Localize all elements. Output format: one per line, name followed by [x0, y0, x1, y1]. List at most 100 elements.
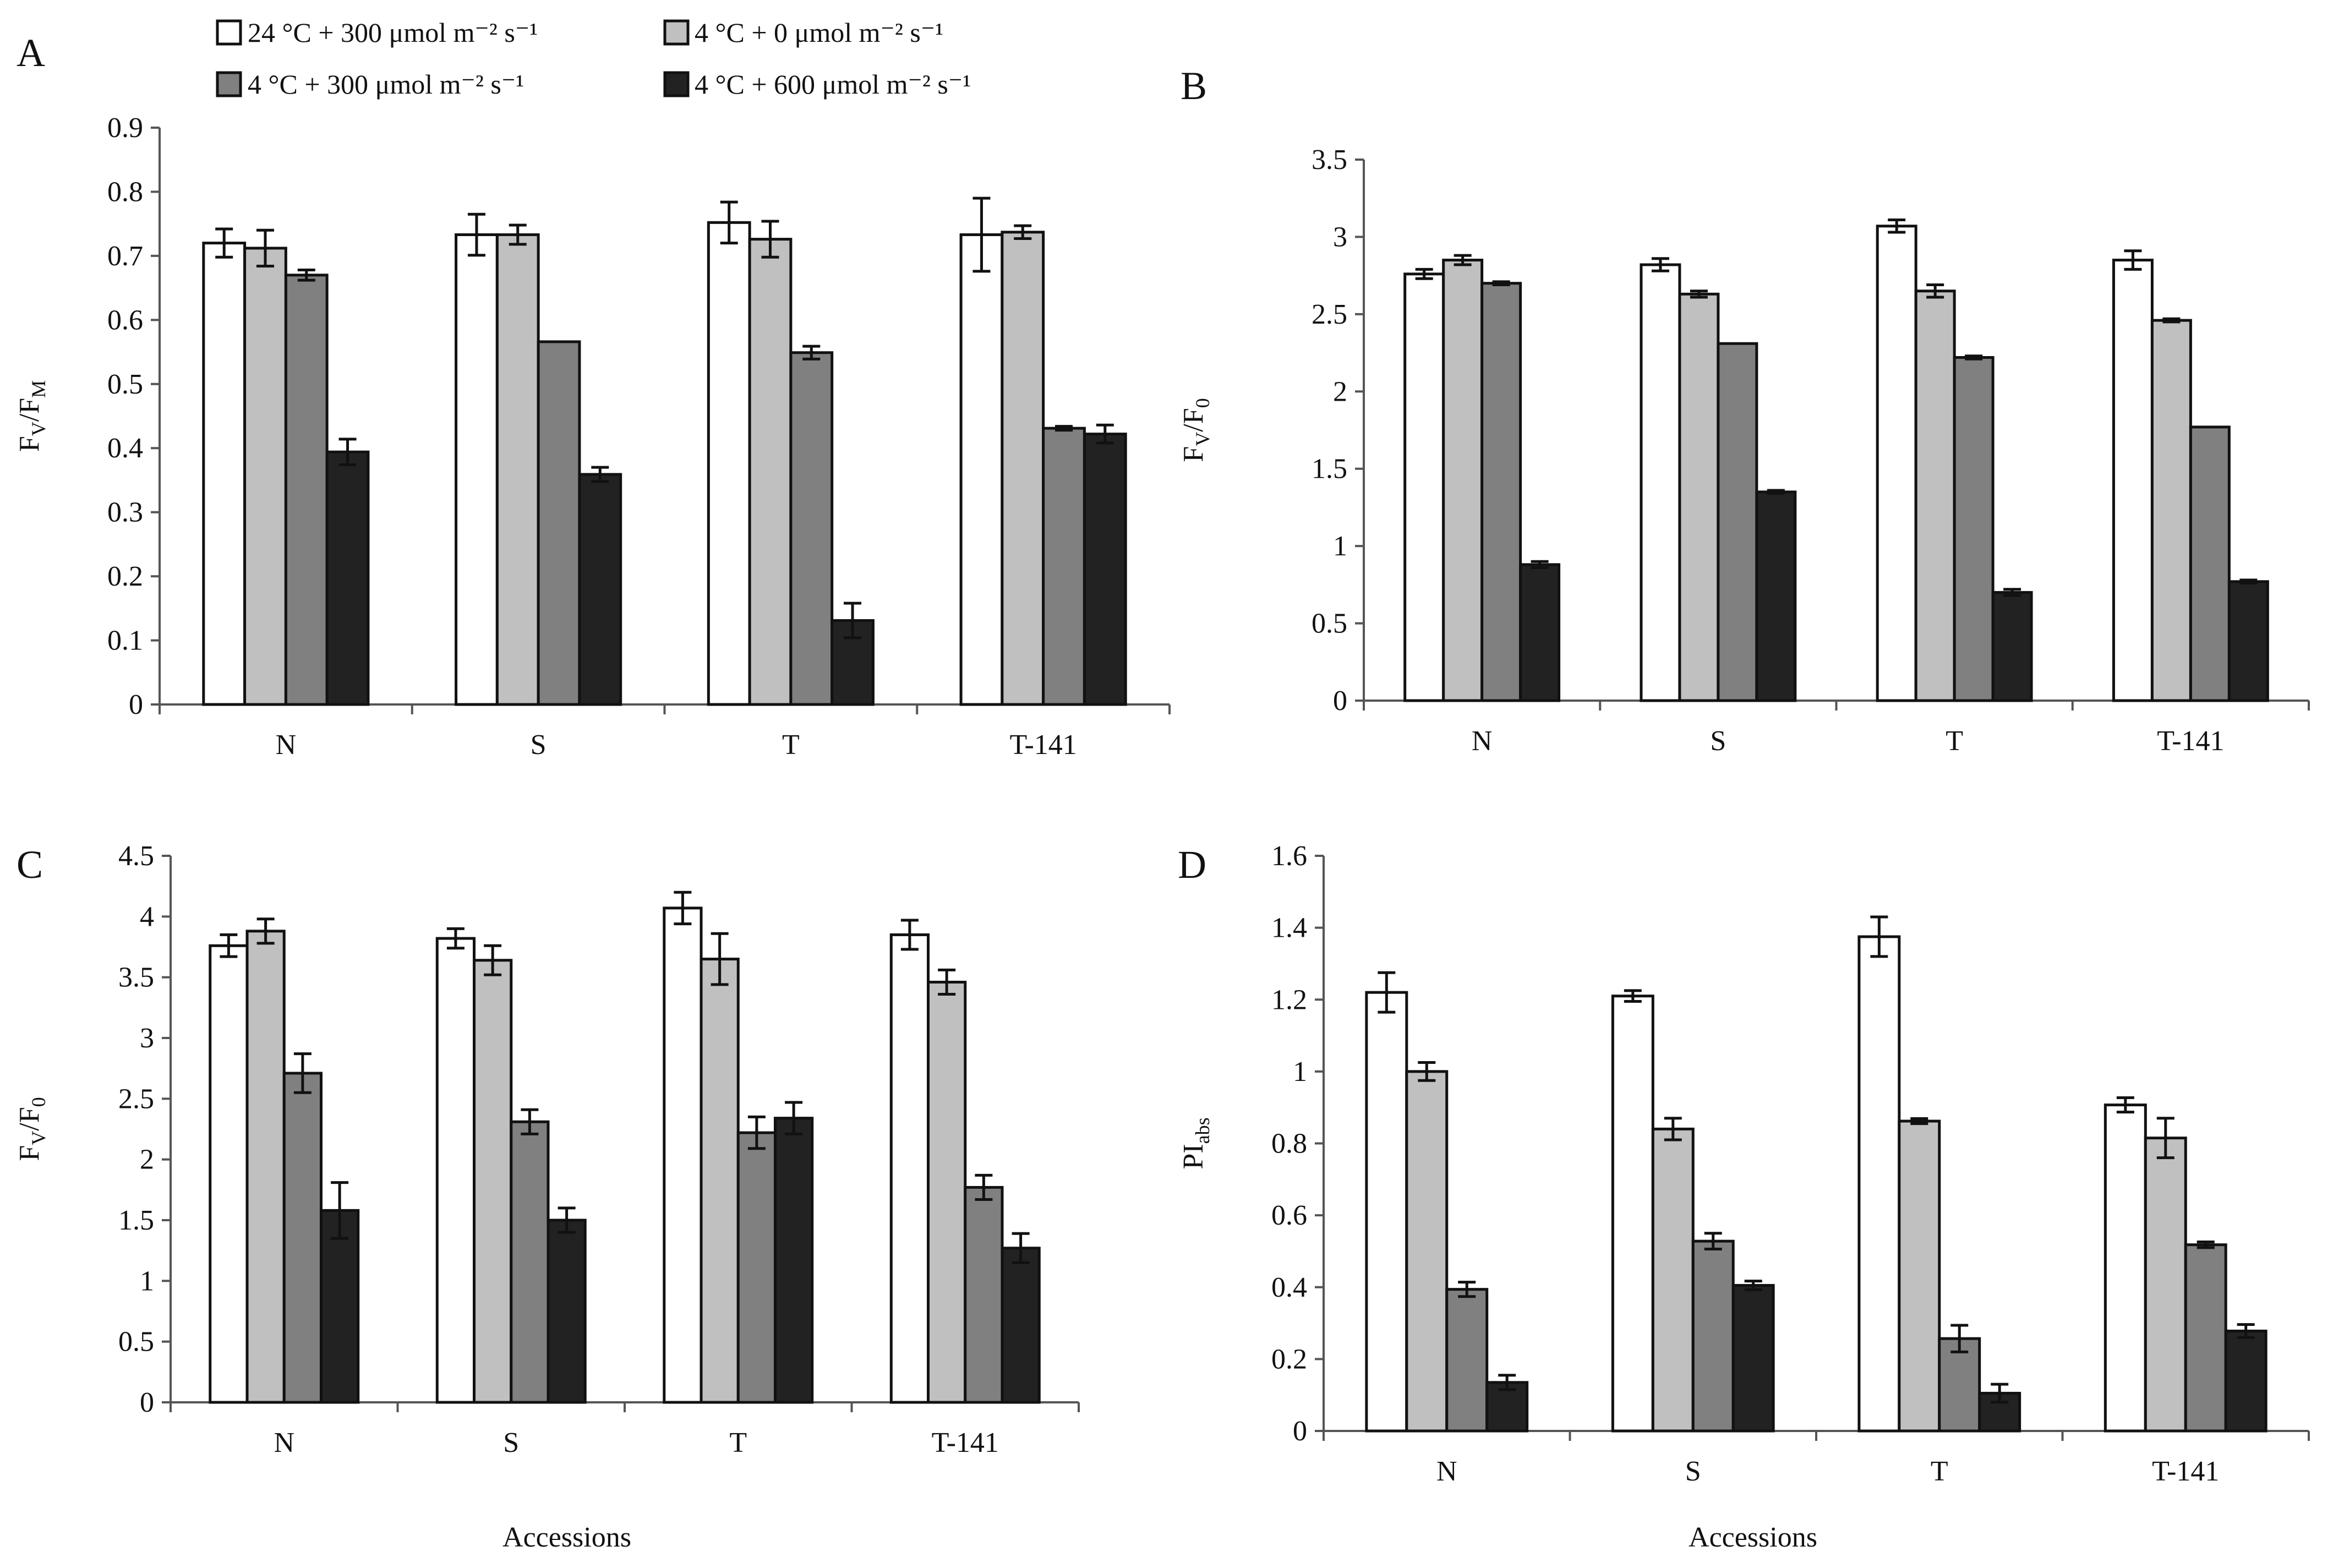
bar [2224, 1329, 2268, 1433]
bar [537, 340, 581, 706]
y-tick-label: 0.3 [107, 497, 143, 528]
x-category-label: N [276, 729, 297, 761]
bar [959, 233, 1004, 706]
x-category-label: T-141 [932, 1427, 999, 1458]
bar [1001, 231, 1045, 706]
bar [1898, 1119, 1941, 1433]
x-category-label: S [1685, 1456, 1701, 1487]
bar [282, 1072, 323, 1404]
panel-c: C00.511.522.533.544.5FV/F0N S T T-141 [14, 840, 1080, 1458]
bar [1691, 1239, 1735, 1433]
bar [1876, 225, 1917, 702]
y-axis-title-part: PI [1178, 1144, 1209, 1169]
y-tick-label: 0.9 [107, 112, 143, 144]
bar [1953, 356, 1995, 702]
bar [495, 233, 540, 706]
y-tick-label: 3.5 [118, 962, 154, 993]
y-axis-title-part: F [1178, 446, 1209, 462]
x-category-label: N [274, 1427, 294, 1458]
panel-letter: C [17, 843, 43, 887]
bar [1640, 263, 1681, 702]
y-tick-label: 0.5 [118, 1326, 154, 1358]
bar [1403, 272, 1445, 702]
y-tick-label: 0 [140, 1387, 154, 1418]
panel-letter: B [1181, 64, 1207, 108]
panel-letter: D [1178, 843, 1206, 887]
bar [773, 1117, 814, 1404]
bar [1442, 259, 1484, 702]
bar [510, 1120, 550, 1404]
bar [1042, 427, 1086, 706]
bar [707, 221, 751, 706]
y-axis-title-subscript: V [28, 1131, 50, 1145]
y-axis-title-subscript: M [28, 380, 50, 398]
bar [455, 233, 499, 706]
x-category-label: N [1436, 1456, 1457, 1487]
y-axis-title-part: /F [1178, 408, 1209, 431]
y-tick-label: 0.5 [107, 369, 143, 400]
y-tick-label: 3.5 [1312, 144, 1347, 176]
bar [209, 944, 249, 1404]
y-tick-label: 0.2 [107, 561, 143, 592]
bar [2144, 1137, 2187, 1433]
bar [2184, 1243, 2227, 1433]
bar [889, 933, 930, 1404]
bar [325, 450, 370, 706]
x-category-label: T [782, 729, 800, 761]
y-tick-label: 3 [1333, 221, 1347, 253]
y-tick-label: 2 [1333, 376, 1347, 407]
bar [547, 1219, 587, 1404]
y-tick-label: 1.5 [1312, 454, 1347, 485]
bar [1445, 1288, 1489, 1433]
legend-item-3: 4 °C + 300 μmol m⁻² s⁻¹ [216, 69, 524, 100]
bar [1991, 591, 2033, 702]
bar [435, 937, 476, 1404]
y-tick-label: 0.2 [1271, 1343, 1307, 1375]
x-category-label: S [503, 1427, 519, 1458]
y-tick-label: 4.5 [118, 840, 154, 872]
x-category-label: S [1710, 725, 1726, 757]
y-tick-label: 0.7 [107, 241, 143, 272]
y-axis-title: PIabs [1178, 1117, 1214, 1169]
y-tick-label: 1.2 [1271, 984, 1307, 1015]
y-axis-title-subscript: V [28, 422, 50, 436]
bar [927, 980, 967, 1404]
bar [1405, 1070, 1449, 1433]
bar [245, 930, 286, 1404]
bar [243, 247, 287, 706]
y-tick-label: 0.6 [1271, 1200, 1307, 1231]
y-tick-label: 0.6 [107, 304, 143, 336]
legend-item-4: 4 °C + 600 μmol m⁻² s⁻¹ [663, 69, 971, 100]
bar [663, 906, 703, 1404]
y-tick-label: 1.4 [1271, 913, 1307, 944]
y-tick-label: 0.8 [1271, 1128, 1307, 1160]
x-category-label: S [531, 729, 547, 761]
x-category-label: T-141 [1009, 729, 1077, 761]
bar [1480, 282, 1522, 702]
y-tick-label: 3 [140, 1023, 154, 1054]
bar [1731, 1283, 1775, 1433]
y-tick-label: 1 [1333, 531, 1347, 562]
y-axis-title-subscript: abs [1192, 1117, 1214, 1144]
x-category-label: T-141 [2157, 725, 2224, 757]
bar [736, 1131, 777, 1404]
bar [748, 238, 793, 706]
panel-letter: A [17, 31, 45, 75]
y-tick-label: 1.6 [1271, 840, 1307, 872]
y-axis-title-part: /F [14, 1107, 45, 1130]
y-tick-label: 0 [129, 689, 143, 720]
legend-swatch-2 [663, 19, 690, 46]
legend-swatch-4 [663, 71, 690, 97]
legend: 24 °C + 300 μmol m⁻² s⁻¹ 4 °C + 0 μmol m… [216, 17, 971, 100]
bar [964, 1185, 1004, 1404]
bar [1755, 490, 1797, 702]
bar [1365, 991, 1408, 1433]
panel-b: B00.511.522.533.5FV/F0N S T T-141 [1178, 64, 2310, 757]
bar [1717, 342, 1758, 702]
y-axis-title-subscript: 0 [1192, 398, 1214, 408]
bar [1001, 1247, 1041, 1404]
bar [1611, 995, 1654, 1433]
x-category-label: T-141 [2152, 1456, 2219, 1487]
bar [1857, 935, 1901, 1433]
